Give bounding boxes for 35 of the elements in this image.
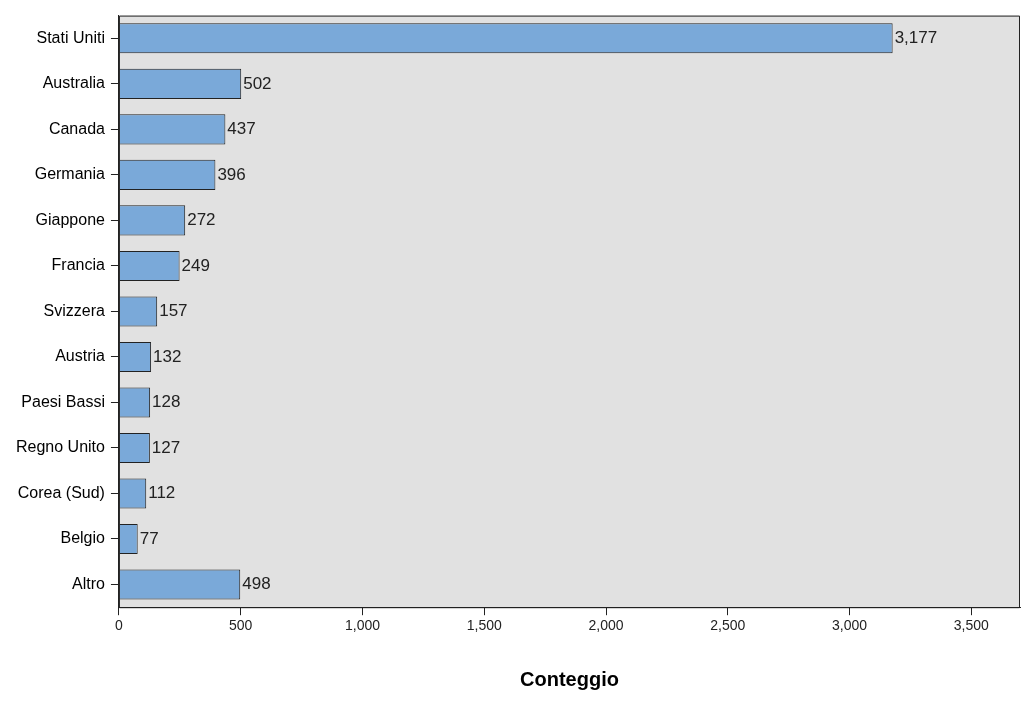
- y-tick-label: Giappone: [35, 210, 106, 228]
- data-label: 437: [227, 119, 256, 139]
- x-tick-label: 2,500: [710, 617, 746, 634]
- data-label: 498: [242, 574, 271, 594]
- x-tick-label: 1,000: [344, 617, 381, 634]
- y-tick-label: Francia: [51, 256, 106, 274]
- y-tick-label: Germania: [34, 165, 106, 183]
- y-tick-label: Australia: [42, 74, 106, 92]
- y-tick-label: Canada: [48, 119, 106, 137]
- data-label: 77: [139, 528, 159, 548]
- x-tick-label: 1,500: [466, 617, 502, 634]
- data-label: 272: [187, 210, 216, 230]
- data-label: 249: [181, 255, 210, 275]
- x-tick-label: 3,000: [832, 617, 868, 634]
- data-label: 112: [148, 483, 176, 503]
- data-label: 396: [217, 164, 246, 184]
- data-label: 132: [153, 346, 182, 366]
- y-tick-label: Stati Uniti: [36, 28, 105, 46]
- data-label: 157: [159, 301, 188, 321]
- y-tick-label: Altro: [72, 574, 106, 592]
- x-tick-label: 2,000: [588, 617, 624, 634]
- y-tick-label: Corea (Sud): [17, 483, 105, 501]
- y-tick-label: Paesi Bassi: [21, 392, 105, 410]
- x-tick-label: 500: [229, 617, 253, 634]
- x-tick-label: 3,500: [953, 617, 990, 634]
- x-axis-title: Conteggio: [520, 667, 619, 690]
- y-tick-label: Regno Unito: [15, 438, 106, 456]
- y-tick-label: Belgio: [60, 529, 106, 547]
- y-tick-label: Austria: [55, 347, 106, 365]
- data-label: 502: [243, 73, 272, 93]
- data-label: 128: [152, 392, 181, 412]
- data-label: 127: [151, 437, 181, 457]
- data-label: 3,177: [894, 28, 938, 48]
- y-tick-label: Svizzera: [43, 301, 106, 319]
- x-tick-label: 0: [115, 617, 124, 634]
